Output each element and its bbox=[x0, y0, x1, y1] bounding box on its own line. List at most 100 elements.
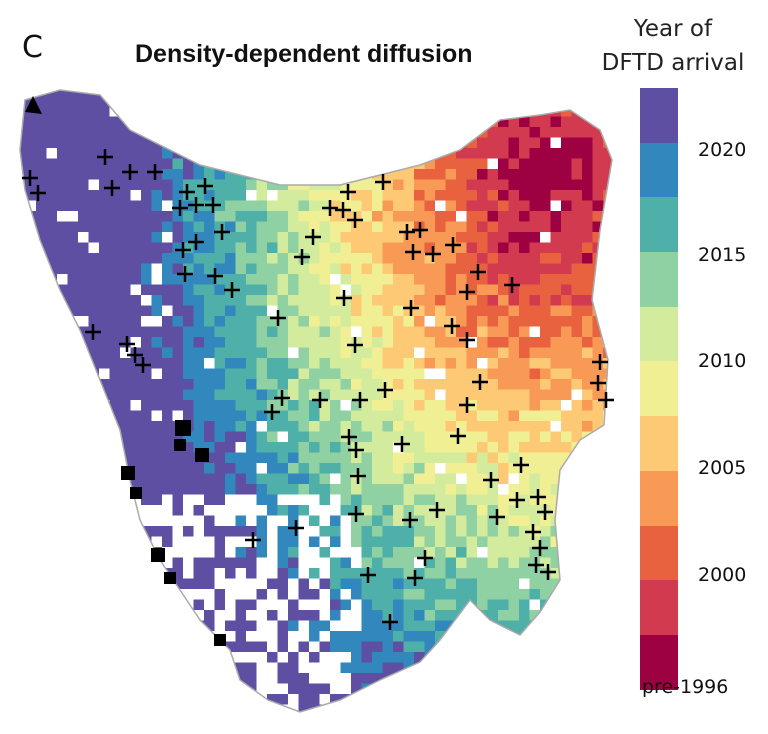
grid-cell bbox=[246, 337, 257, 348]
grid-cell bbox=[204, 232, 215, 243]
grid-cell bbox=[256, 494, 268, 506]
grid-cell bbox=[424, 400, 436, 411]
grid-cell bbox=[204, 557, 215, 569]
grid-cell bbox=[529, 263, 541, 275]
grid-cell bbox=[330, 127, 341, 138]
grid-cell bbox=[246, 673, 257, 684]
grid-cell bbox=[424, 442, 436, 453]
grid-cell bbox=[592, 463, 604, 474]
grid-cell bbox=[561, 253, 572, 264]
grid-cell bbox=[456, 389, 467, 401]
grid-cell bbox=[319, 505, 331, 516]
grid-cell bbox=[508, 200, 520, 212]
grid-cell bbox=[319, 484, 331, 495]
grid-cell bbox=[109, 326, 121, 338]
grid-cell bbox=[477, 137, 488, 149]
grid-cell bbox=[319, 368, 331, 380]
grid-cell bbox=[508, 169, 520, 180]
grid-cell bbox=[277, 169, 289, 180]
grid-cell bbox=[277, 557, 289, 569]
grid-cell bbox=[403, 358, 415, 369]
grid-cell bbox=[36, 179, 47, 191]
grid-cell bbox=[592, 683, 604, 695]
grid-cell bbox=[25, 379, 37, 390]
cross-marker bbox=[407, 570, 423, 586]
grid-cell bbox=[151, 242, 163, 254]
grid-cell bbox=[57, 95, 68, 107]
grid-cell bbox=[298, 200, 310, 212]
grid-cell bbox=[393, 620, 404, 632]
grid-cell bbox=[288, 421, 299, 432]
grid-cell bbox=[340, 179, 352, 191]
grid-cell bbox=[172, 190, 184, 201]
grid-cell bbox=[403, 95, 415, 107]
grid-cell bbox=[361, 316, 373, 327]
grid-cell bbox=[519, 683, 530, 695]
grid-cell bbox=[162, 410, 173, 422]
grid-cell bbox=[403, 683, 415, 695]
grid-cell bbox=[414, 421, 425, 432]
grid-cell bbox=[57, 158, 68, 170]
grid-cell bbox=[382, 505, 394, 516]
grid-cell bbox=[361, 221, 373, 233]
grid-cell bbox=[456, 494, 467, 506]
grid-cell bbox=[57, 620, 68, 632]
grid-cell bbox=[36, 106, 47, 117]
grid-cell bbox=[498, 368, 509, 380]
grid-cell bbox=[277, 190, 289, 201]
grid-cell bbox=[25, 568, 37, 579]
grid-cell bbox=[99, 431, 110, 443]
grid-cell bbox=[361, 337, 373, 348]
grid-cell bbox=[225, 715, 236, 726]
grid-cell bbox=[508, 232, 520, 243]
grid-cell bbox=[561, 221, 572, 233]
grid-cell bbox=[403, 368, 415, 380]
grid-cell bbox=[99, 90, 110, 96]
grid-cell bbox=[393, 515, 404, 527]
grid-cell bbox=[78, 578, 89, 590]
grid-cell bbox=[414, 106, 425, 117]
grid-cell bbox=[571, 610, 583, 621]
grid-cell bbox=[162, 127, 173, 138]
grid-cell bbox=[204, 421, 215, 432]
grid-cell bbox=[319, 148, 331, 159]
grid-cell bbox=[435, 652, 446, 663]
grid-cell bbox=[414, 389, 425, 401]
grid-cell bbox=[172, 95, 184, 107]
grid-cell bbox=[403, 305, 415, 317]
grid-cell bbox=[456, 337, 467, 348]
grid-cell bbox=[246, 547, 257, 558]
grid-cell bbox=[435, 484, 446, 495]
grid-cell bbox=[309, 410, 320, 422]
grid-cell bbox=[330, 704, 341, 712]
grid-cell bbox=[508, 557, 520, 569]
grid-cell bbox=[267, 190, 278, 201]
grid-cell bbox=[330, 379, 341, 390]
grid-cell bbox=[582, 652, 593, 663]
grid-cell bbox=[571, 158, 583, 170]
grid-cell bbox=[508, 673, 520, 684]
grid-cell bbox=[445, 95, 457, 107]
grid-cell bbox=[340, 190, 352, 201]
grid-cell bbox=[498, 442, 509, 453]
grid-cell bbox=[330, 326, 341, 338]
grid-cell bbox=[193, 316, 205, 327]
grid-cell bbox=[519, 389, 530, 401]
grid-cell bbox=[529, 347, 541, 359]
grid-cell bbox=[477, 368, 488, 380]
grid-cell bbox=[141, 179, 152, 191]
grid-cell bbox=[298, 442, 310, 453]
grid-cell bbox=[225, 673, 236, 684]
grid-cell bbox=[298, 211, 310, 222]
grid-cell bbox=[424, 295, 436, 306]
grid-cell bbox=[403, 536, 415, 548]
grid-cell bbox=[309, 326, 320, 338]
grid-cell bbox=[319, 578, 331, 590]
cross-marker bbox=[97, 149, 113, 165]
grid-cell bbox=[487, 410, 499, 422]
grid-cell bbox=[214, 620, 226, 632]
grid-cell bbox=[319, 137, 331, 149]
grid-cell bbox=[519, 158, 530, 170]
grid-cell bbox=[46, 169, 58, 180]
grid-cell bbox=[130, 452, 142, 464]
